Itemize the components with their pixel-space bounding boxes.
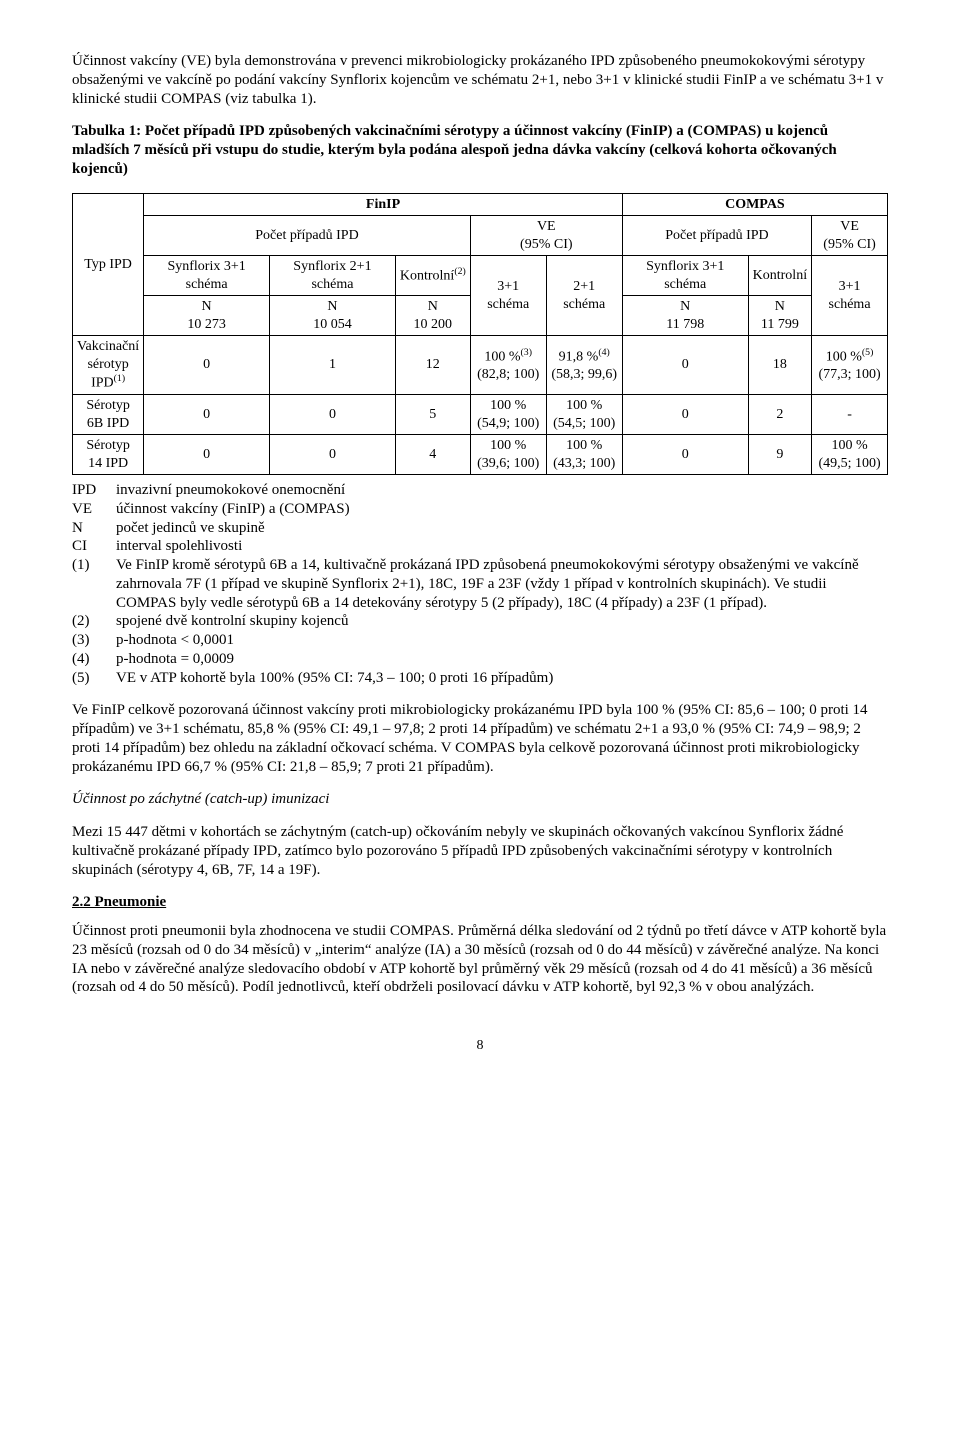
- n-c1: N11 798: [622, 296, 748, 336]
- kontrolni-text: Kontrolní: [400, 269, 454, 284]
- leg-v-1: Ve FinIP kromě sérotypů 6B a 14, kultiva…: [116, 556, 888, 612]
- cell-vacc-label: Vakcinační sérotyp IPD(1): [73, 336, 144, 395]
- col-typ: Typ IPD: [73, 193, 144, 336]
- leg-v-2: spojené dvě kontrolní skupiny kojenců: [116, 612, 888, 631]
- cell-14-h: 100 %(49,5; 100): [812, 435, 888, 475]
- cell-6b-a: 0: [144, 395, 270, 435]
- leg-v-ci: interval spolehlivosti: [116, 537, 888, 556]
- cell-6b-d: 100 %(54,9; 100): [470, 395, 546, 435]
- cell-6b-e: 100 %(54,5; 100): [546, 395, 622, 435]
- row-14: Sérotyp14 IPD 0 0 4 100 %(39,6; 100) 100…: [73, 435, 888, 475]
- hdr-syn21: Synflorix 2+1 schéma: [270, 256, 396, 296]
- ve-text-2: VE: [840, 219, 859, 234]
- hdr-ve-compas: VE (95% CI): [812, 216, 888, 256]
- cell-14-label: Sérotyp14 IPD: [73, 435, 144, 475]
- leg-k-1: (1): [72, 556, 116, 612]
- leg-k-ve: VE: [72, 500, 116, 519]
- intro-paragraph: Účinnost vakcíny (VE) byla demonstrována…: [72, 52, 888, 108]
- leg-v-n: počet jedinců ve skupině: [116, 519, 888, 538]
- row-vacc: Vakcinační sérotyp IPD(1) 0 1 12 100 %(3…: [73, 336, 888, 395]
- hdr-syn31b: Synflorix 3+1 schéma: [622, 256, 748, 296]
- leg-k-5: (5): [72, 669, 116, 688]
- cell-vacc-e: 91,8 %(4) (58,3; 99,6): [546, 336, 622, 395]
- hdr-compas: COMPAS: [622, 193, 887, 216]
- cell-6b-c: 5: [395, 395, 470, 435]
- ci-text-2: (95% CI): [823, 237, 876, 252]
- leg-v-5: VE v ATP kohortě byla 100% (95% CI: 74,3…: [116, 669, 888, 688]
- cell-14-e: 100 %(43,3; 100): [546, 435, 622, 475]
- cell-vacc-c: 12: [395, 336, 470, 395]
- cell-14-c: 4: [395, 435, 470, 475]
- n-c2: N11 799: [748, 296, 811, 336]
- hdr-21a: 2+1 schéma: [546, 256, 622, 336]
- cell-6b-b: 0: [270, 395, 396, 435]
- hdr-ve-finip: VE (95% CI): [470, 216, 622, 256]
- row-6b: Sérotyp6B IPD 0 0 5 100 %(54,9; 100) 100…: [73, 395, 888, 435]
- n-f1: N10 273: [144, 296, 270, 336]
- cell-vacc-h: 100 %(5) (77,3; 100): [812, 336, 888, 395]
- leg-k-4: (4): [72, 650, 116, 669]
- leg-v-4: p-hodnota = 0,0009: [116, 650, 888, 669]
- hdr-kontrolni: Kontrolní: [748, 256, 811, 296]
- leg-k-3: (3): [72, 631, 116, 650]
- cell-14-b: 0: [270, 435, 396, 475]
- hdr-count-compas: Počet případů IPD: [622, 216, 811, 256]
- leg-v-ipd: invazivní pneumokokové onemocnění: [116, 481, 888, 500]
- cell-14-d: 100 %(39,6; 100): [470, 435, 546, 475]
- leg-v-3: p-hodnota < 0,0001: [116, 631, 888, 650]
- page-number: 8: [72, 1037, 888, 1055]
- cell-14-a: 0: [144, 435, 270, 475]
- pneumonia-para: Účinnost proti pneumonii byla zhodnocena…: [72, 922, 888, 997]
- leg-k-n: N: [72, 519, 116, 538]
- cell-14-g: 9: [748, 435, 811, 475]
- legend: IPDinvazivní pneumokokové onemocnění VEú…: [72, 481, 888, 687]
- hdr-finip: FinIP: [144, 193, 623, 216]
- ve-text: VE: [537, 219, 556, 234]
- cell-vacc-b: 1: [270, 336, 396, 395]
- cell-6b-label: Sérotyp6B IPD: [73, 395, 144, 435]
- n-f3: N10 200: [395, 296, 470, 336]
- hdr-kontrolni2: Kontrolní(2): [395, 256, 470, 296]
- section-22: 2.2 Pneumonie: [72, 893, 888, 912]
- cell-14-f: 0: [622, 435, 748, 475]
- catchup-heading: Účinnost po záchytné (catch-up) imunizac…: [72, 790, 888, 809]
- ci-text: (95% CI): [520, 237, 573, 252]
- cell-vacc-d: 100 %(3) (82,8; 100): [470, 336, 546, 395]
- cell-6b-f: 0: [622, 395, 748, 435]
- cell-vacc-a: 0: [144, 336, 270, 395]
- hdr-count-finip: Počet případů IPD: [144, 216, 471, 256]
- hdr-syn31: Synflorix 3+1 schéma: [144, 256, 270, 296]
- table-title: Tabulka 1: Počet případů IPD způsobených…: [72, 122, 888, 178]
- hdr-31a: 3+1 schéma: [470, 256, 546, 336]
- cell-vacc-f: 0: [622, 336, 748, 395]
- leg-k-ipd: IPD: [72, 481, 116, 500]
- cell-6b-h: -: [812, 395, 888, 435]
- leg-v-ve: účinnost vakcíny (FinIP) a (COMPAS): [116, 500, 888, 519]
- ipd-table: Typ IPD FinIP COMPAS Počet případů IPD V…: [72, 193, 888, 476]
- leg-k-ci: CI: [72, 537, 116, 556]
- kontrolni-sup: (2): [454, 266, 465, 277]
- n-f2: N10 054: [270, 296, 396, 336]
- cell-6b-g: 2: [748, 395, 811, 435]
- cell-vacc-g: 18: [748, 336, 811, 395]
- para-after-legend: Ve FinIP celkově pozorovaná účinnost vak…: [72, 701, 888, 776]
- hdr-31b: 3+1 schéma: [812, 256, 888, 336]
- catchup-para: Mezi 15 447 dětmi v kohortách se záchytn…: [72, 823, 888, 879]
- leg-k-2: (2): [72, 612, 116, 631]
